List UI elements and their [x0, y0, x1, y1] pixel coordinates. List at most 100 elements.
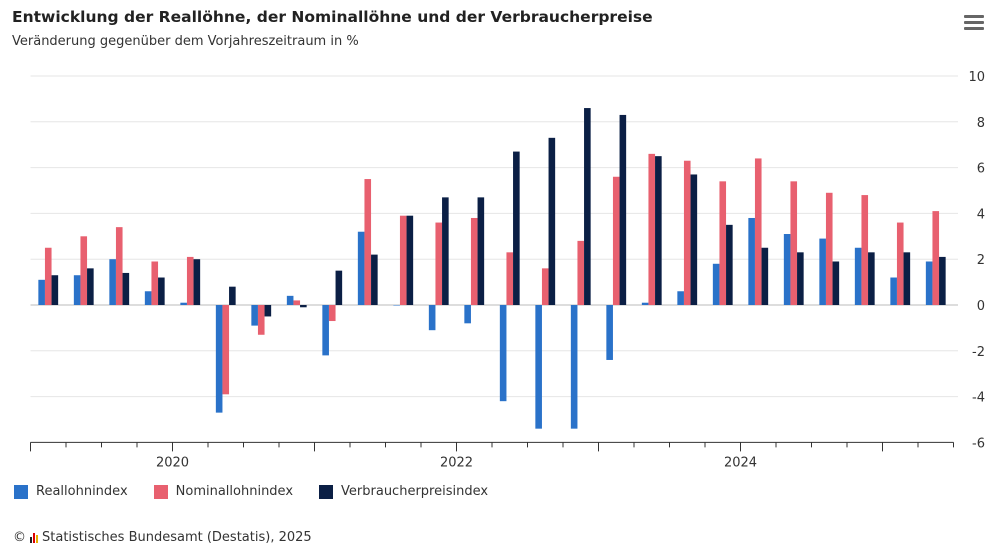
bar-reallohnindex [73, 275, 81, 305]
bar-reallohnindex [322, 305, 329, 356]
bar-verbraucherpreisindex [584, 108, 591, 305]
bar-verbraucherpreisindex [406, 215, 414, 305]
bar-nominallohnindex [151, 261, 159, 305]
bar-reallohnindex [109, 259, 116, 305]
legend-label: Nominallohnindex [175, 484, 294, 499]
chart-subtitle: Veränderung gegenüber dem Vorjahreszeitr… [12, 34, 359, 49]
bar-verbraucherpreisindex [726, 224, 733, 305]
bar-reallohnindex [428, 305, 436, 331]
legend-item-verbraucherpreisindex[interactable]: Verbraucherpreisindex [319, 484, 488, 499]
bar-reallohnindex [570, 305, 578, 429]
y-tick-label: -4 [972, 391, 985, 406]
bar-reallohnindex [144, 291, 152, 305]
bar-verbraucherpreisindex [832, 261, 840, 305]
bar-reallohnindex [890, 277, 897, 305]
bar-reallohnindex [677, 291, 684, 305]
bar-nominallohnindex [932, 211, 940, 305]
bar-nominallohnindex [115, 227, 123, 305]
y-tick-label: 2 [977, 253, 985, 268]
bar-reallohnindex [641, 302, 649, 305]
bar-verbraucherpreisindex [51, 275, 59, 305]
bar-verbraucherpreisindex [122, 272, 130, 305]
bar-verbraucherpreisindex [548, 137, 556, 305]
bar-nominallohnindex [293, 300, 301, 305]
legend-label: Reallohnindex [36, 484, 128, 499]
bar-nominallohnindex [506, 252, 514, 305]
copyright-symbol: © [13, 530, 26, 545]
bar-reallohnindex [535, 305, 542, 429]
bar-nominallohnindex [861, 195, 869, 305]
bar-nominallohnindex [186, 256, 194, 305]
destatis-logo-icon [30, 532, 38, 543]
bar-nominallohnindex [470, 217, 478, 305]
source-credit: © Statistisches Bundesamt (Destatis), 20… [13, 530, 312, 545]
bar-verbraucherpreisindex [868, 252, 875, 305]
bar-reallohnindex [925, 261, 933, 305]
bar-verbraucherpreisindex [903, 252, 911, 305]
bar-nominallohnindex [648, 153, 656, 305]
legend-swatch [153, 484, 168, 499]
bar-reallohnindex [854, 247, 862, 305]
bar-reallohnindex [215, 305, 223, 413]
bar-nominallohnindex [719, 181, 727, 305]
y-tick-label: -2 [972, 345, 985, 360]
bar-reallohnindex [393, 305, 400, 306]
bar-verbraucherpreisindex [87, 268, 94, 305]
bar-nominallohnindex [825, 192, 833, 305]
y-tick-label: 0 [977, 299, 985, 314]
hamburger-menu-icon[interactable] [964, 15, 984, 31]
bar-verbraucherpreisindex [797, 252, 804, 305]
bar-verbraucherpreisindex [442, 197, 449, 305]
bar-verbraucherpreisindex [335, 270, 343, 305]
bar-nominallohnindex [328, 305, 336, 322]
credit-text: Statistisches Bundesamt (Destatis), 2025 [42, 530, 312, 545]
bar-reallohnindex [499, 305, 507, 402]
bar-verbraucherpreisindex [158, 277, 165, 305]
x-tick-label: 2024 [724, 455, 757, 470]
legend: Reallohnindex Nominallohnindex Verbrauch… [14, 484, 488, 499]
bar-nominallohnindex [222, 305, 230, 395]
bar-verbraucherpreisindex [371, 254, 378, 305]
y-tick-label: 8 [977, 116, 985, 131]
legend-swatch [319, 484, 334, 499]
bar-nominallohnindex [754, 158, 762, 305]
x-tick-label: 2022 [440, 455, 473, 470]
bar-reallohnindex [464, 305, 471, 324]
chart-title: Entwicklung der Reallöhne, der Nominallö… [12, 8, 653, 26]
bar-reallohnindex [783, 234, 791, 305]
bar-reallohnindex [712, 263, 720, 305]
bar-nominallohnindex [44, 247, 52, 305]
bar-nominallohnindex [612, 176, 620, 305]
bar-reallohnindex [251, 305, 258, 326]
legend-item-reallohnindex[interactable]: Reallohnindex [14, 484, 128, 499]
bar-nominallohnindex [435, 222, 443, 305]
bar-verbraucherpreisindex [229, 286, 236, 305]
bar-verbraucherpreisindex [477, 197, 485, 305]
legend-swatch [14, 484, 28, 499]
bar-nominallohnindex [541, 268, 549, 305]
bar-verbraucherpreisindex [264, 305, 272, 317]
bar-verbraucherpreisindex [513, 151, 520, 305]
bar-nominallohnindex [364, 179, 372, 305]
bar-reallohnindex [819, 238, 826, 305]
bar-verbraucherpreisindex [690, 174, 698, 305]
x-tick-label: 2020 [156, 455, 189, 470]
bar-nominallohnindex [790, 181, 798, 305]
y-tick-label: 10 [968, 70, 985, 85]
bar-nominallohnindex [896, 222, 904, 305]
bar-nominallohnindex [257, 305, 265, 335]
bar-verbraucherpreisindex [655, 156, 662, 305]
legend-label: Verbraucherpreisindex [341, 484, 489, 499]
y-tick-label: 4 [977, 207, 985, 222]
bar-verbraucherpreisindex [193, 259, 201, 305]
y-tick-label: 6 [977, 162, 985, 177]
bar-nominallohnindex [683, 160, 691, 305]
bar-nominallohnindex [577, 240, 585, 305]
bar-reallohnindex [606, 305, 613, 360]
bar-reallohnindex [38, 279, 45, 305]
bar-verbraucherpreisindex [761, 247, 769, 305]
bar-nominallohnindex [399, 215, 407, 305]
legend-item-nominallohnindex[interactable]: Nominallohnindex [153, 484, 294, 499]
bar-verbraucherpreisindex [300, 305, 307, 308]
bar-nominallohnindex [80, 236, 88, 305]
